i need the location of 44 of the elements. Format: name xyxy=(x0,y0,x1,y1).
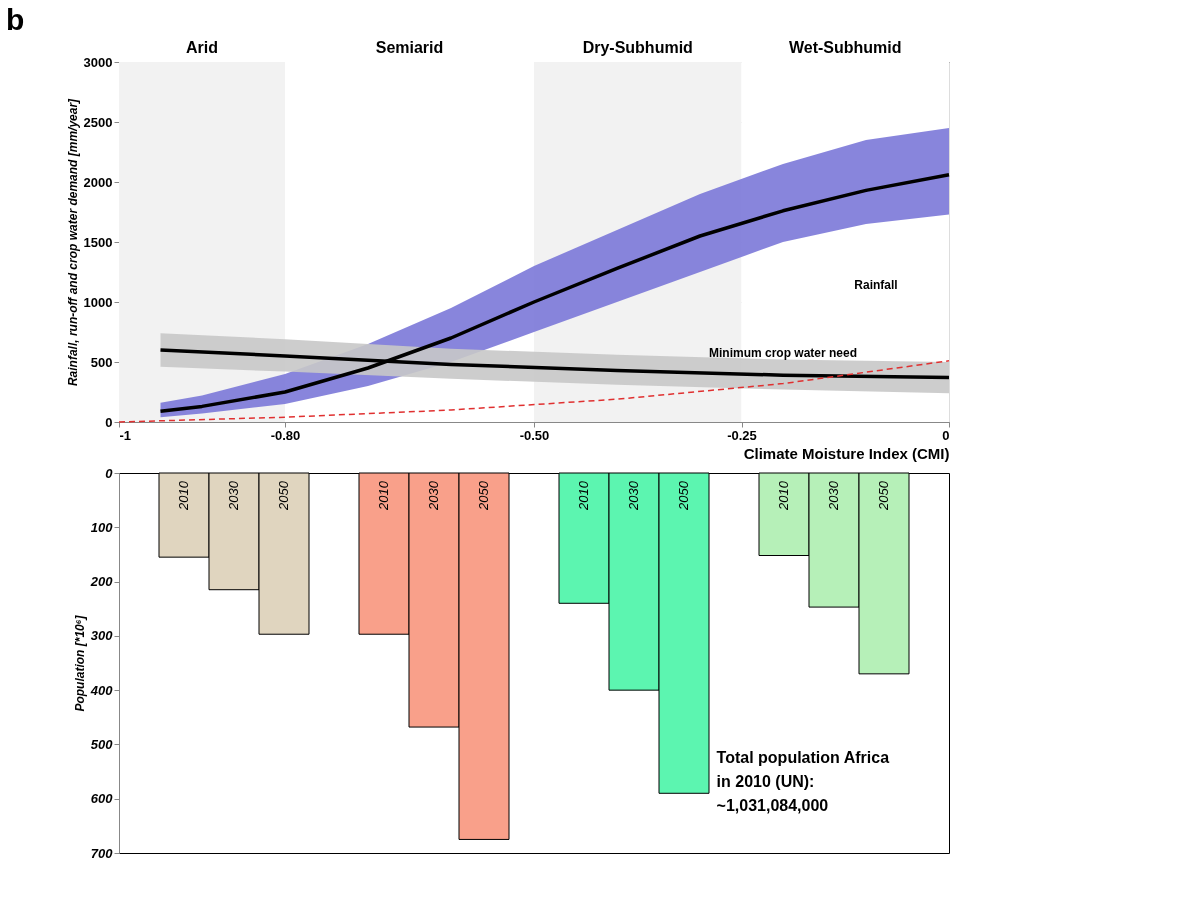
y-tick-label: 0 xyxy=(105,465,114,481)
x-tick-label: 2050 xyxy=(876,480,891,511)
y-tick-label: 500 xyxy=(90,736,114,752)
x-tick-label: 2030 xyxy=(626,480,641,511)
y-tick-label: 700 xyxy=(90,845,114,861)
y-tick-label: 1500 xyxy=(83,234,113,250)
annotation: Minimum crop water need xyxy=(708,346,858,361)
annotation: Total population Africa in 2010 (UN): ~1,031,084,000 xyxy=(716,749,890,814)
x-tick-label: 2010 xyxy=(576,480,591,511)
chart-title: b xyxy=(6,3,25,36)
annotation: Rainfall xyxy=(854,278,898,293)
x-tick-label: 2030 xyxy=(426,480,441,511)
x-tick-label: -0.50 xyxy=(519,427,550,443)
x-tick-label: 2050 xyxy=(676,480,691,511)
x-axis-title: Climate Moisture Index (CMI) xyxy=(743,444,950,462)
band-label: Arid xyxy=(186,39,218,56)
y-tick-label: 500 xyxy=(90,354,113,370)
x-tick-label: 2010 xyxy=(776,480,791,511)
x-tick-label: 2050 xyxy=(276,480,291,511)
line-series xyxy=(158,173,951,413)
x-tick-label: 2010 xyxy=(176,480,191,511)
x-tick-label: 2030 xyxy=(826,480,841,511)
band-label: Dry-Subhumid xyxy=(582,39,693,56)
y-tick-label: 1000 xyxy=(83,294,113,310)
band-label: Semiarid xyxy=(375,39,444,56)
x-tick-label: 0 xyxy=(942,427,950,443)
y-tick-label: 300 xyxy=(90,628,114,644)
y-tick-label: 2000 xyxy=(83,174,113,190)
y-tick-label: 400 xyxy=(89,682,114,698)
x-tick-label: -0.25 xyxy=(727,427,757,443)
y-tick-label: 100 xyxy=(90,519,114,535)
y-tick-label: 2500 xyxy=(83,114,113,130)
y-tick-label: 0 xyxy=(105,414,113,430)
band-label: Wet-Subhumid xyxy=(788,39,902,56)
x-tick-label: 2010 xyxy=(376,480,391,511)
y-tick-label: 600 xyxy=(90,791,114,807)
y-tick-label: 200 xyxy=(89,574,114,590)
y-axis-title: Rainfall, run-off and crop water demand [mm/year] xyxy=(65,97,80,387)
y-tick-label: 3000 xyxy=(83,54,113,70)
x-tick-label: -1 xyxy=(119,427,132,443)
x-tick-label: 2030 xyxy=(226,480,241,511)
x-tick-label: 2050 xyxy=(476,480,491,511)
y-axis-title: Population [*10⁶] xyxy=(72,614,87,712)
x-tick-label: -0.80 xyxy=(270,427,301,443)
